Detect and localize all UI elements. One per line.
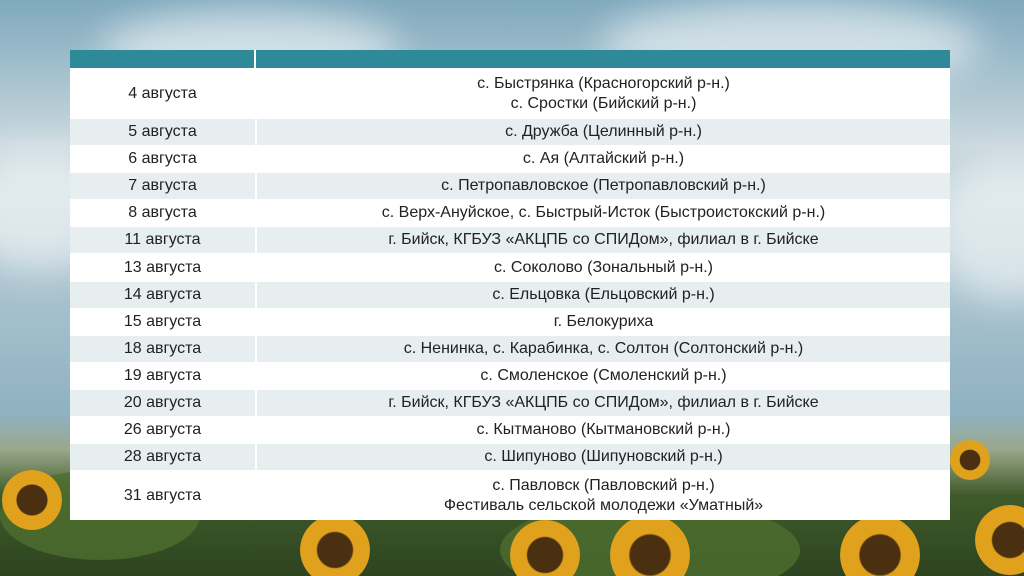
place-line: с. Соколово (Зональный р-н.) (494, 258, 713, 276)
table-row: 31 августа с. Павловск (Павловский р-н.) Ф… (70, 470, 950, 521)
place-cell: г. Бийск, КГБУЗ «АКЦПБ со СПИДом», филиа… (257, 227, 950, 253)
table-row: 4 августа с. Быстрянка (Красногорский р-н… (70, 68, 950, 118)
date-cell: 13 августа (70, 254, 257, 281)
place-cell: с. Соколово (Зональный р-н.) (257, 254, 950, 280)
place-line: с. Сростки (Бийский р-н.) (510, 94, 697, 112)
table-row: 14 августа с. Ельцовка (Ельцовский р-н.) (70, 280, 950, 308)
place-cell: с. Павловск (Павловский р-н.) Фестиваль с… (257, 471, 950, 520)
place-line: с. Быстрянка (Красногорский р-н.) (477, 74, 730, 92)
date-cell: 18 августа (70, 335, 257, 362)
sunflower (840, 515, 920, 576)
table-row: 11 августа г. Бийск, КГБУЗ «АКЦПБ со СПИД… (70, 226, 950, 254)
table-row: 18 августа с. Ненинка, с. Карабинка, с. С… (70, 334, 950, 362)
table-row: 8 августа с. Верх-Ануйское, с. Быстрый-Ис… (70, 199, 950, 227)
date-cell: 11 августа (70, 227, 257, 254)
place-cell: с. Кытманово (Кытмановский р-н.) (257, 417, 950, 443)
date-cell: 28 августа (70, 444, 257, 471)
sunflower (300, 515, 370, 576)
place-line: с. Кытманово (Кытмановский р-н.) (476, 421, 731, 439)
place-cell: с. Ая (Алтайский р-н.) (257, 146, 950, 172)
place-line: г. Белокуриха (553, 312, 654, 330)
date-cell: 4 августа (70, 69, 257, 118)
place-cell: с. Шипуново (Шипуновский р-н.) (257, 444, 950, 470)
place-cell: с. Ельцовка (Ельцовский р-н.) (257, 282, 950, 308)
date-cell: 19 августа (70, 362, 257, 389)
place-cell: с. Петропавловское (Петропавловский р-н.… (257, 173, 950, 199)
date-cell: 7 августа (70, 173, 257, 200)
table-row: 20 августа г. Бийск, КГБУЗ «АКЦПБ со СПИД… (70, 388, 950, 417)
place-line: г. Бийск, КГБУЗ «АКЦПБ со СПИДом», филиа… (388, 393, 819, 411)
date-cell: 20 августа (70, 389, 257, 417)
date-cell: 14 августа (70, 281, 257, 308)
table-header (70, 50, 950, 68)
place-cell: с. Дружба (Целинный р-н.) (257, 119, 950, 145)
schedule-table: 4 августа с. Быстрянка (Красногорский р-н… (70, 50, 950, 521)
place-cell: г. Белокуриха (257, 309, 950, 335)
place-line: г. Бийск, КГБУЗ «АКЦПБ со СПИДом», филиа… (388, 231, 819, 249)
sunflower (510, 520, 580, 576)
place-cell: с. Верх-Ануйское, с. Быстрый-Исток (Быст… (257, 200, 950, 226)
table-row: 28 августа с. Шипуново (Шипуновский р-н.) (70, 443, 950, 471)
date-cell: 6 августа (70, 146, 257, 173)
date-cell: 8 августа (70, 200, 257, 227)
place-line: с. Шипуново (Шипуновский р-н.) (484, 448, 723, 466)
table-row: 15 августа г. Белокуриха (70, 307, 950, 335)
place-cell: с. Ненинка, с. Карабинка, с. Солтон (Сол… (257, 336, 950, 362)
place-line: с. Верх-Ануйское, с. Быстрый-Исток (Быст… (381, 204, 826, 222)
sunflower (950, 440, 990, 480)
place-line: с. Павловск (Павловский р-н.) (492, 476, 715, 494)
place-line: с. Ая (Алтайский р-н.) (522, 150, 685, 168)
header-separator (254, 50, 256, 68)
place-line: с. Смоленское (Смоленский р-н.) (480, 366, 727, 384)
place-line: с. Петропавловское (Петропавловский р-н.… (441, 177, 766, 195)
date-cell: 15 августа (70, 308, 257, 335)
place-cell: с. Быстрянка (Красногорский р-н.) с. Срос… (257, 69, 950, 118)
date-cell: 26 августа (70, 417, 257, 444)
place-line: с. Ельцовка (Ельцовский р-н.) (492, 285, 715, 303)
table-row: 19 августа с. Смоленское (Смоленский р-н.… (70, 361, 950, 389)
sunflower (975, 505, 1024, 575)
table-row: 6 августа с. Ая (Алтайский р-н.) (70, 145, 950, 173)
place-cell: г. Бийск, КГБУЗ «АКЦПБ со СПИДом», филиа… (257, 390, 950, 416)
date-cell: 5 августа (70, 119, 257, 146)
table-row: 7 августа с. Петропавловское (Петропавлов… (70, 172, 950, 200)
place-line: с. Дружба (Целинный р-н.) (505, 123, 702, 141)
sunflower (610, 515, 690, 576)
place-line: с. Ненинка, с. Карабинка, с. Солтон (Сол… (403, 339, 804, 357)
table-row: 13 августа с. Соколово (Зональный р-н.) (70, 253, 950, 281)
place-line: Фестиваль сельской молодежи «Уматный» (443, 496, 764, 514)
place-cell: с. Смоленское (Смоленский р-н.) (257, 363, 950, 389)
table-row: 26 августа с. Кытманово (Кытмановский р-н… (70, 416, 950, 444)
sunflower (2, 470, 62, 530)
date-cell: 31 августа (70, 471, 257, 521)
table-row: 5 августа с. Дружба (Целинный р-н.) (70, 118, 950, 146)
